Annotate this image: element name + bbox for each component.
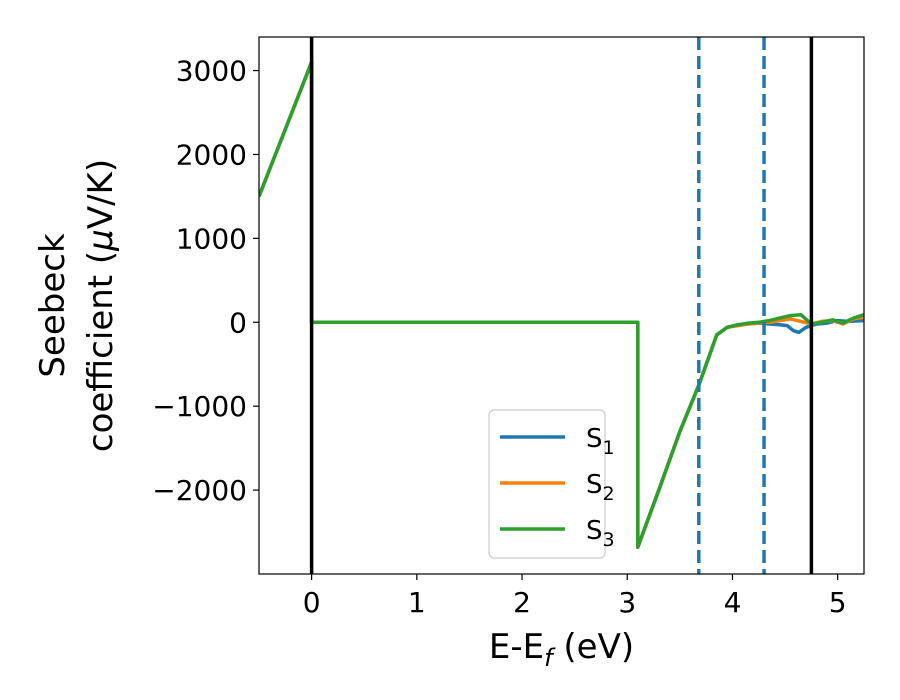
- series-line-3: [259, 60, 864, 549]
- y-axis-label-line1: Seebeck: [33, 233, 73, 378]
- x-axis-ticks: 0 1 2 3 4 5: [303, 574, 847, 619]
- x-axis-label: E-Ef (eV): [489, 627, 634, 672]
- y-tick-label: −2000: [152, 474, 247, 507]
- x-axis-label-rest: (eV): [553, 627, 635, 667]
- y-axis-ticks: −2000 −1000 0 1000 2000 3000: [152, 55, 259, 507]
- plot-lines: [259, 60, 864, 549]
- y-tick-label: 1000: [176, 222, 247, 255]
- y-tick-label: 3000: [176, 55, 247, 88]
- x-axis-label-base: E-E: [489, 627, 544, 667]
- y-tick-label: −1000: [152, 390, 247, 423]
- plot-frame: [258, 36, 865, 575]
- y-axis-label-line2-post: V/K): [81, 159, 121, 229]
- vertical-lines: [309, 37, 814, 574]
- legend: S1 S2 S3: [488, 409, 615, 559]
- y-axis-label-mu: μ: [81, 229, 121, 252]
- y-tick-label: 2000: [176, 138, 247, 171]
- y-axis-label-line2-pre: coefficient (: [81, 251, 121, 452]
- y-tick-label: 0: [229, 306, 247, 339]
- y-axis-label: Seebeck coefficient (μV/K): [33, 159, 121, 452]
- x-tick-label: 0: [303, 586, 321, 619]
- x-tick-label: 1: [408, 586, 426, 619]
- legend-label-1: S1: [586, 424, 615, 459]
- legend-label-3: S3: [586, 516, 615, 551]
- y-axis-label-line2: coefficient (μV/K): [81, 159, 121, 452]
- x-tick-label: 4: [724, 586, 742, 619]
- x-tick-label: 3: [618, 586, 636, 619]
- legend-label-2: S2: [586, 470, 615, 505]
- x-tick-label: 2: [513, 586, 531, 619]
- x-tick-label: 5: [829, 586, 847, 619]
